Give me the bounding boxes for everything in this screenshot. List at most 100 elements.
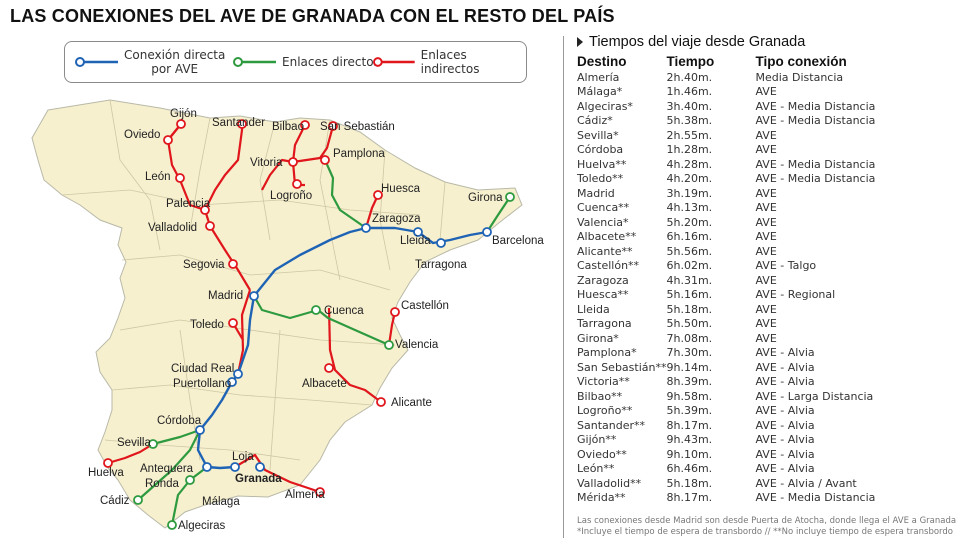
type-cell: AVE - Media Distancia [755,114,876,128]
type-cell: AVE [755,244,777,258]
label-almeria: Almería [285,489,325,501]
destination-cell: Castellón** [577,259,640,273]
label-puertollano: Puertollano [173,378,231,390]
destination-cell: Victoria** [577,375,630,389]
label-gijon: Gijón [170,108,197,120]
table-row: Huelva** 4h.28m. AVE - Media Distancia [577,157,965,172]
type-cell: AVE - Talgo [755,259,817,273]
time-cell: 2h.55m. [666,128,713,142]
panel-title-text: Tiempos del viaje desde Granada [589,34,806,50]
legend-indirect-label: Enlaces indirectos [420,48,480,76]
time-cell: 9h.43m. [666,433,713,447]
destination-cell: Albacete** [577,230,637,244]
travel-times-table: Destino Tiempo Tipo conexión Almería 2h.4… [577,53,965,505]
destination-cell: Girona* [577,331,619,345]
label-vitoria: Vitoria [250,157,283,169]
destination-cell: Toledo** [577,172,624,186]
time-cell: 5h.18m. [666,476,713,490]
time-cell: 3h.19m. [666,186,713,200]
time-cell: 1h.28m. [666,143,713,157]
destination-cell: Oviedo** [577,447,627,461]
label-barcelona: Barcelona [492,235,544,247]
type-cell: AVE [755,273,777,287]
destination-cell: Santander** [577,418,645,432]
destination-cell: Algeciras* [577,99,633,113]
label-bilbao: Bilbao [272,121,304,133]
label-cordoba: Córdoba [157,415,202,427]
label-segovia: Segovia [183,259,225,271]
ave-line-icon [75,57,118,67]
header-destino: Destino [577,54,627,69]
destination-cell: Gijón** [577,433,617,447]
time-cell: 5h.38m. [666,114,713,128]
destination-cell: Tarragona [577,317,632,331]
time-cell: 2h.40m. [666,70,713,84]
destination-cell: Logroño** [577,404,633,418]
footnote-2: *Incluye el tiempo de espera de transbor… [577,527,953,537]
destination-cell: Bilbao** [577,389,623,403]
table-row: Mérida** 8h.17m. AVE - Media Distancia [577,491,965,506]
type-cell: AVE - Alvia [755,418,815,432]
label-huesca: Huesca [381,183,421,195]
table-row: Logroño** 5h.39m. AVE - Alvia [577,404,965,419]
time-cell: 6h.46m. [666,462,713,476]
label-pamplona: Pamplona [333,148,385,160]
time-cell: 4h.31m. [666,273,713,287]
type-cell: AVE - Media Distancia [755,99,876,113]
time-cell: 1h.46m. [666,85,713,99]
destination-cell: Cuenca** [577,201,630,215]
table-row: Castellón** 6h.02m. AVE - Talgo [577,259,965,274]
label-lleida: Lleida [400,235,431,247]
label-santander: Santander [212,117,265,129]
legend-ave-label: Conexión directa por AVE [124,48,226,76]
destination-cell: Alicante** [577,244,633,258]
indirect-line-icon [373,57,415,67]
legend-direct: Enlaces directos [233,42,380,82]
label-toledo: Toledo [190,319,224,331]
type-cell: AVE [755,331,777,345]
table-row: Málaga* 1h.46m. AVE [577,85,965,100]
table-row: Oviedo** 9h.10m. AVE - Alvia [577,447,965,462]
time-cell: 5h.16m. [666,288,713,302]
time-cell: 4h.28m. [666,157,713,171]
type-cell: AVE - Alvia [755,404,815,418]
type-cell: AVE [755,128,777,142]
time-cell: 8h.17m. [666,491,713,505]
destination-cell: Cádiz* [577,114,613,128]
destination-cell: Valladolid** [577,476,642,490]
table-row: Sevilla* 2h.55m. AVE [577,128,965,143]
destination-cell: Lleida [577,302,610,316]
table-header-row: Destino Tiempo Tipo conexión [577,53,965,70]
table-row: Gijón** 9h.43m. AVE - Alvia [577,433,965,448]
label-girona: Girona [468,192,503,204]
header-tiempo: Tiempo [666,54,715,69]
time-cell: 5h.39m. [666,404,713,418]
label-zaragoza: Zaragoza [372,213,421,225]
city-labels: Gijón Oviedo Santander Bilbao San Sebast… [88,108,544,532]
table-row: Pamplona* 7h.30m. AVE - Alvia [577,346,965,361]
type-cell: AVE [755,201,777,215]
time-cell: 3h.40m. [666,99,713,113]
type-cell: AVE - Alvia / Avant [755,476,857,490]
type-cell: AVE - Alvia [755,462,815,476]
header-tipo: Tipo conexión [755,54,847,69]
label-alicante: Alicante [391,397,432,409]
table-row: León** 6h.46m. AVE - Alvia [577,462,965,477]
legend-ave: Conexión directa por AVE [75,42,225,82]
footnotes: Las conexiones desde Madrid son desde Pu… [577,516,956,538]
label-granada: Granada [235,473,282,485]
label-cadiz: Cádiz [100,495,130,507]
time-cell: 5h.20m. [666,215,713,229]
label-leon: León [145,171,171,183]
table-row: Alicante** 5h.56m. AVE [577,244,965,259]
table-row: Cádiz* 5h.38m. AVE - Media Distancia [577,114,965,129]
label-san-sebastian: San Sebastián [320,121,395,133]
label-madrid: Madrid [208,290,243,302]
page-title: LAS CONEXIONES DEL AVE DE GRANADA CON EL… [10,6,615,26]
direct-line-icon [233,57,276,67]
time-cell: 5h.18m. [666,302,713,316]
time-cell: 7h.30m. [666,346,713,360]
table-row: Toledo** 4h.20m. AVE - Media Distancia [577,172,965,187]
type-cell: AVE - Alvia [755,433,815,447]
label-algeciras: Algeciras [178,520,226,532]
